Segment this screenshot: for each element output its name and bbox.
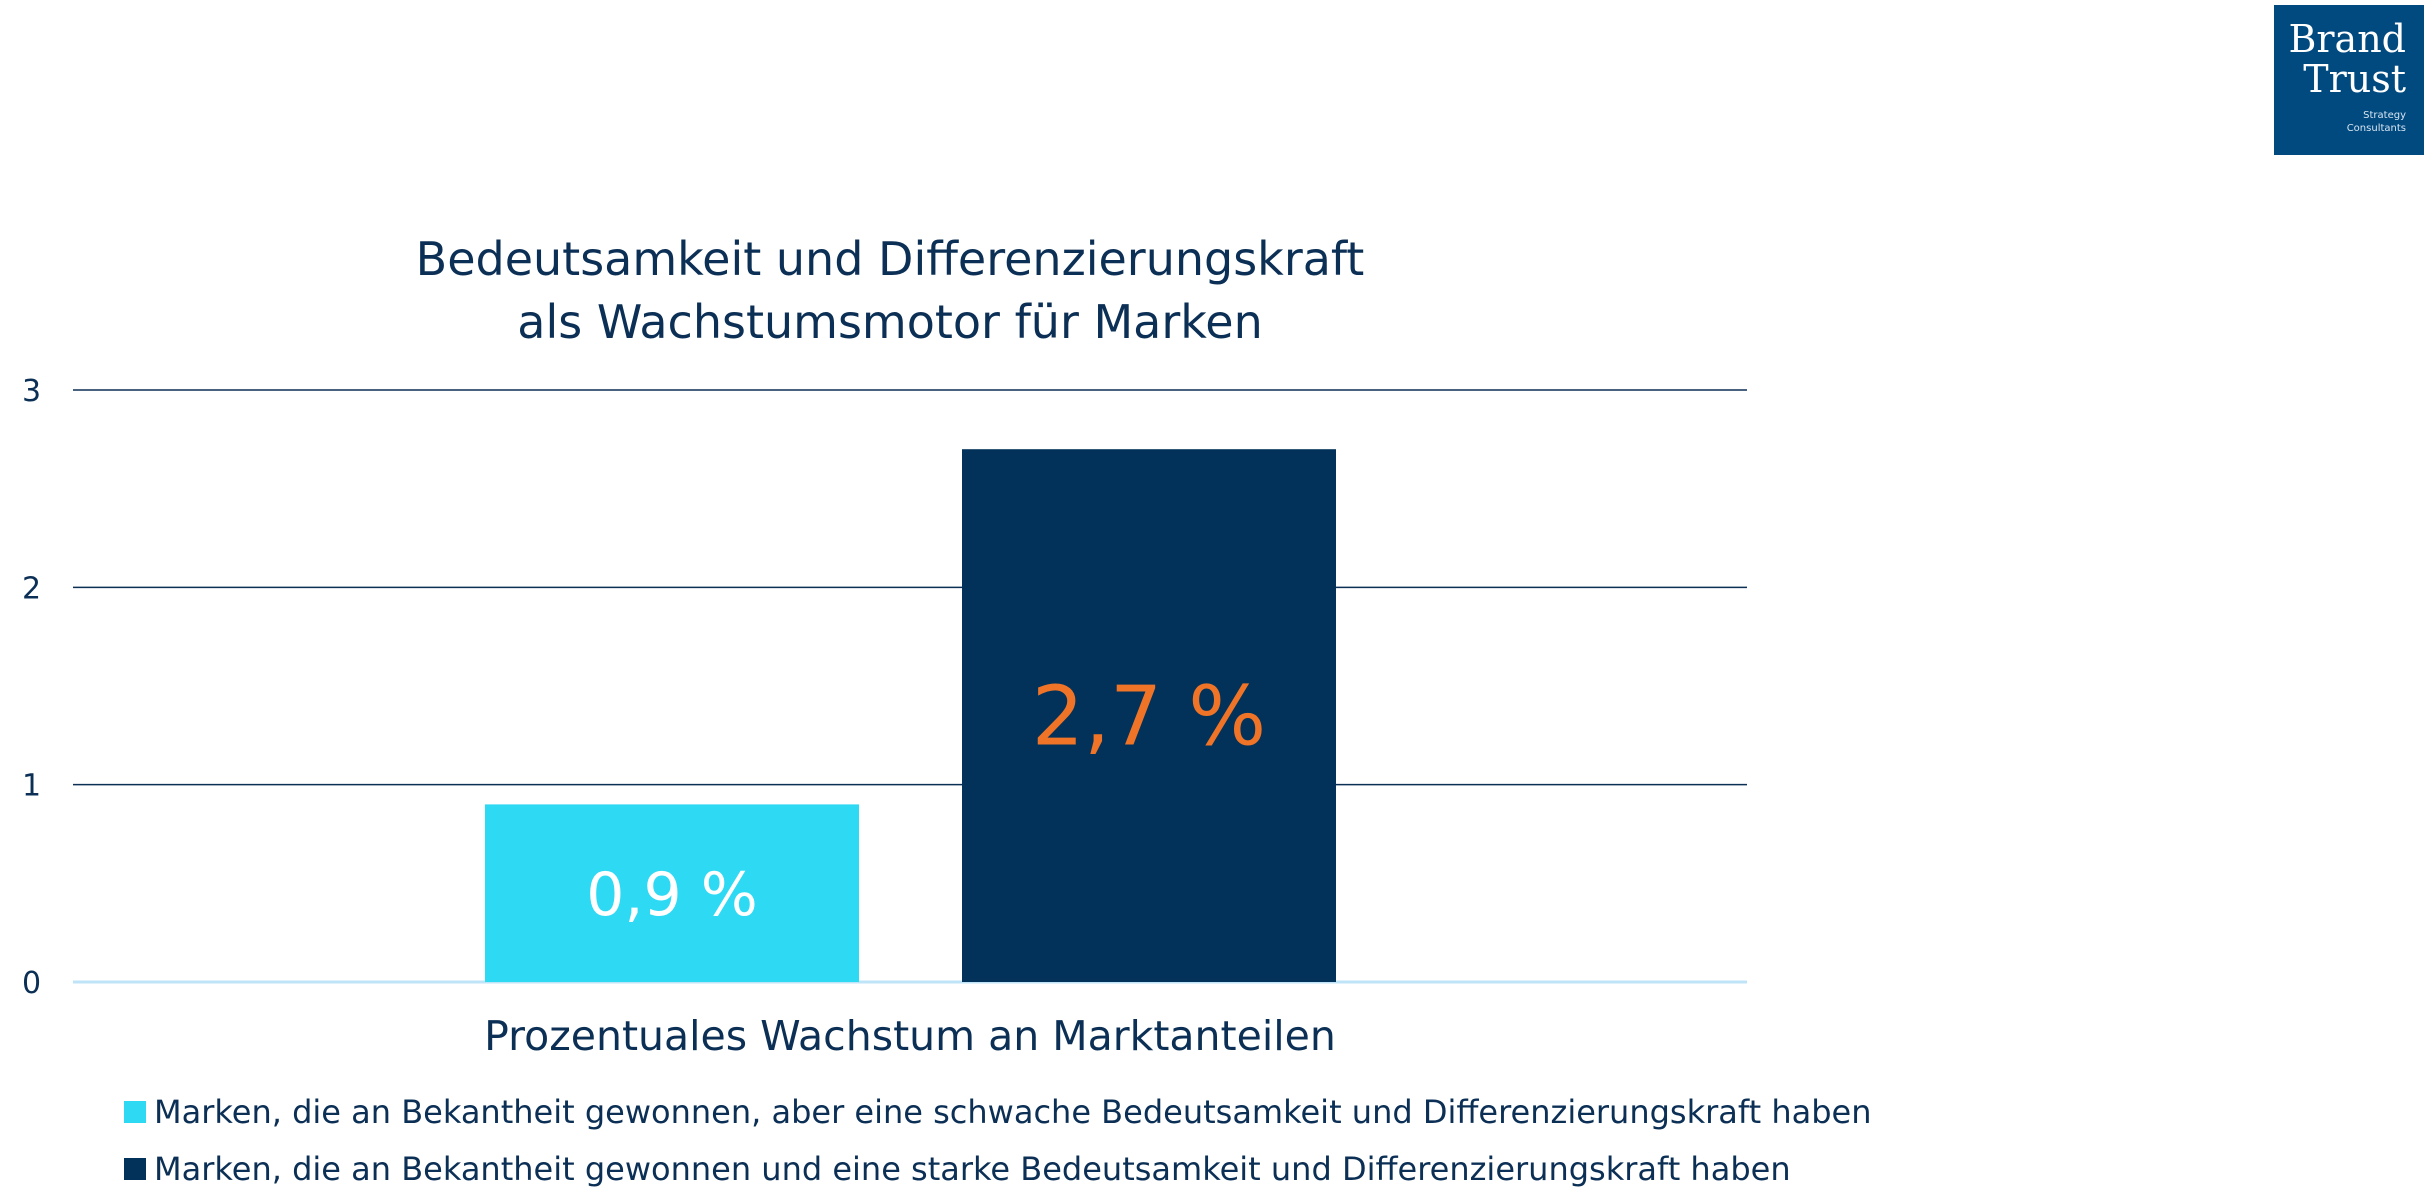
y-tick-label: 1 [22,769,41,804]
legend-item-weak: Marken, die an Bekantheit gewonnen, aber… [124,1093,1871,1131]
bar-data-label: 2,7 % [1032,670,1266,765]
logo-tagline1: Strategy [2363,110,2406,121]
chart-title-line1: Bedeutsamkeit und Differenzierungskraft [415,232,1365,286]
y-tick-label: 3 [22,374,41,409]
chart-title-line2: als Wachstumsmotor für Marken [517,295,1263,349]
bar [485,804,859,982]
brand-trust-logo: Brand Trust Strategy Consultants [2274,5,2424,155]
chart-title: Bedeutsamkeit und Differenzierungskraft … [200,228,1580,354]
legend-label-strong: Marken, die an Bekantheit gewonnen und e… [154,1150,1791,1188]
bar-data-label: 0,9 % [586,860,758,930]
legend-item-strong: Marken, die an Bekantheit gewonnen und e… [124,1150,1791,1188]
bar [962,449,1336,982]
legend-swatch-weak [124,1101,146,1123]
logo-tagline2: Consultants [2346,123,2406,134]
legend-swatch-strong [124,1158,146,1180]
logo-line1: Brand [2288,17,2406,61]
legend-label-weak: Marken, die an Bekantheit gewonnen, aber… [154,1093,1872,1131]
logo-line2: Trust [2303,57,2406,101]
y-tick-label: 2 [22,571,41,606]
x-axis-title: Prozentuales Wachstum an Marktanteilen [484,1012,1336,1060]
y-tick-label: 0 [22,966,41,1001]
